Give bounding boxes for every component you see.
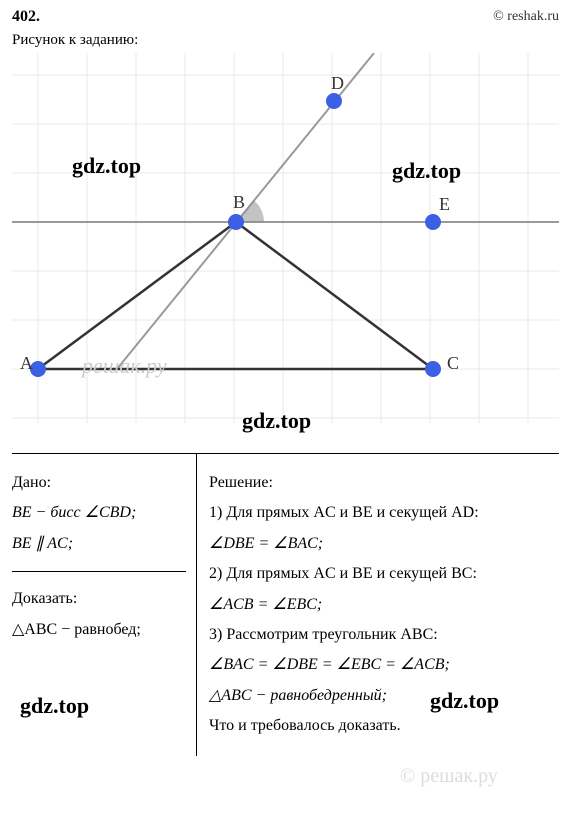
proof-left-column: Дано: BE − бисс ∠CBD;BE ∥ AC; Доказать: … xyxy=(12,454,197,756)
solution-line: ∠DBE = ∠BAC; xyxy=(209,529,559,559)
geometry-diagram: ABCDE gdz.topgdz.topgdz.topрешак.ру xyxy=(12,53,559,423)
svg-text:B: B xyxy=(233,192,245,212)
prove-section: Доказать: △ABC − равнобед; xyxy=(12,578,186,651)
svg-text:D: D xyxy=(331,73,344,93)
proof-table: Дано: BE − бисс ∠CBD;BE ∥ AC; Доказать: … xyxy=(12,453,559,756)
given-line: BE ∥ AC; xyxy=(12,529,186,559)
solution-line: 3) Рассмотрим треугольник ABC: xyxy=(209,620,559,650)
diagram-svg: A B C D E xyxy=(12,53,559,423)
figure-caption: Рисунок к заданию: xyxy=(12,32,559,49)
header: 402. © reshak.ru xyxy=(12,8,559,26)
svg-text:A: A xyxy=(20,353,33,373)
prove-label: Доказать: xyxy=(12,584,186,614)
solution-line: ∠ACB = ∠EBC; xyxy=(209,590,559,620)
watermark: © решак.ру xyxy=(400,765,498,788)
solution-section: Решение: 1) Для прямых AC и BE и секущей… xyxy=(209,462,559,748)
given-label: Дано: xyxy=(12,468,186,498)
given-line: BE − бисс ∠CBD; xyxy=(12,498,186,528)
solution-line: 1) Для прямых AC и BE и секущей AD: xyxy=(209,498,559,528)
divider xyxy=(12,571,186,572)
solution-line: △ABC − равнобедренный; xyxy=(209,681,559,711)
svg-text:C: C xyxy=(447,353,459,373)
proof-right-column: Решение: 1) Для прямых AC и BE и секущей… xyxy=(197,454,559,756)
svg-text:E: E xyxy=(439,194,450,214)
prove-line: △ABC − равнобед; xyxy=(12,615,186,645)
given-section: Дано: BE − бисс ∠CBD;BE ∥ AC; xyxy=(12,462,186,565)
solution-line: 2) Для прямых AC и BE и секущей BC: xyxy=(209,559,559,589)
solution-line: Что и требовалось доказать. xyxy=(209,711,559,741)
copyright: © reshak.ru xyxy=(493,9,559,25)
solution-line: ∠BAC = ∠DBE = ∠EBC = ∠ACB; xyxy=(209,650,559,680)
solution-label: Решение: xyxy=(209,468,559,498)
problem-number: 402. xyxy=(12,8,40,26)
